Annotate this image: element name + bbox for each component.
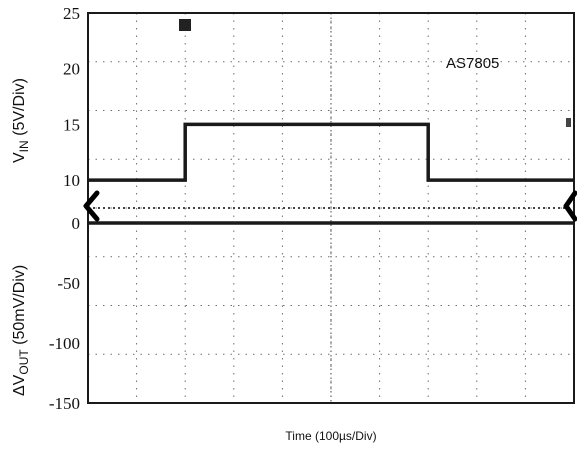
device-annotation: AS7805: [446, 55, 499, 72]
vin-trace: [88, 122, 574, 182]
bottom-y-ticks: 0 -50 -100 -150: [49, 214, 80, 413]
right-level-marker: [566, 118, 571, 127]
top-y-tick-label: 15: [63, 115, 80, 134]
top-y-axis-title-main: V: [11, 152, 28, 163]
bottom-y-axis-title-sub: OUT: [17, 349, 31, 375]
right-axis-break-marker: [563, 190, 577, 222]
top-y-tick-label: 20: [63, 60, 80, 79]
top-y-tick-label: 10: [63, 171, 80, 190]
top-y-tick-label: 25: [63, 4, 80, 23]
bottom-y-axis-title: ΔVOUT (50mV/Div): [11, 265, 31, 396]
chart-grid: [88, 13, 574, 403]
top-y-axis-title: VIN (5V/Div): [11, 78, 31, 163]
top-y-axis-title-rest: (5V/Div): [11, 78, 28, 140]
bottom-y-axis-title-main: ΔV: [11, 374, 28, 396]
bottom-y-tick-label: -150: [49, 394, 80, 413]
left-axis-break-marker: [83, 190, 100, 222]
bottom-y-tick-label: -100: [49, 334, 80, 353]
x-axis-title: Time (100µs/Div): [285, 429, 376, 443]
bottom-y-axis-title-rest: (50mV/Div): [11, 265, 28, 349]
top-y-ticks: 25 20 15 10: [63, 4, 80, 190]
trigger-marker: [179, 19, 191, 31]
bottom-y-tick-label: 0: [72, 214, 81, 233]
bottom-y-tick-label: -50: [57, 274, 80, 293]
top-y-axis-title-sub: IN: [17, 140, 31, 152]
traces: [88, 122, 574, 225]
